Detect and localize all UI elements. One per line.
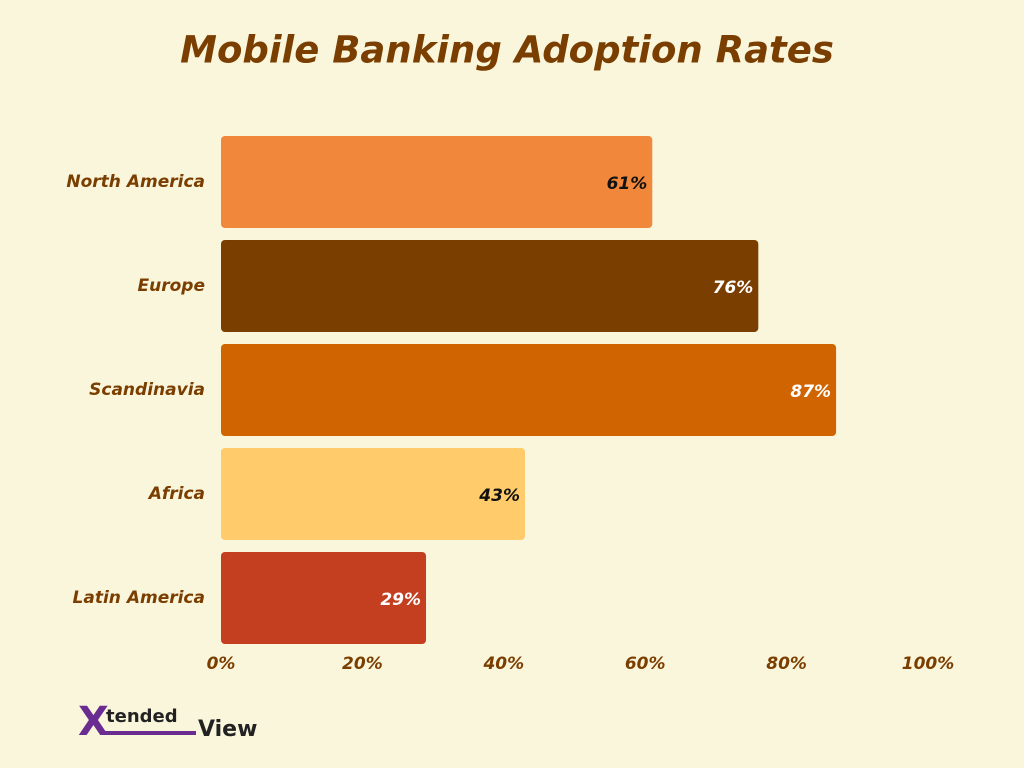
- y-tick-label: North America: [66, 172, 205, 192]
- chart-title: Mobile Banking Adoption Rates: [180, 29, 834, 72]
- x-tick-label: 40%: [482, 654, 524, 674]
- y-tick-label: Europe: [138, 276, 205, 296]
- bar: [221, 239, 759, 333]
- bar: [221, 135, 653, 229]
- x-tick-label: 80%: [766, 654, 807, 674]
- bar: [221, 343, 837, 437]
- value-label: 87%: [790, 382, 831, 402]
- value-label: 61%: [607, 174, 648, 194]
- logo-mark: X: [78, 699, 109, 745]
- y-tick-label: Latin America: [73, 588, 205, 608]
- y-tick-label: Africa: [147, 484, 205, 504]
- logo-tail: View: [198, 717, 257, 742]
- y-tick-label: Scandinavia: [89, 380, 205, 400]
- bar: [221, 447, 526, 541]
- x-tick-label: 100%: [902, 654, 955, 674]
- value-label: 29%: [380, 590, 421, 610]
- x-tick-label: 60%: [625, 654, 666, 674]
- x-tick-label: 0%: [207, 654, 236, 674]
- logo-word: tended: [106, 706, 178, 727]
- x-tick-label: 20%: [342, 654, 383, 674]
- value-label: 76%: [713, 278, 754, 298]
- logo: X tended View: [78, 699, 257, 745]
- bar: [221, 551, 427, 645]
- value-label: 43%: [478, 486, 520, 506]
